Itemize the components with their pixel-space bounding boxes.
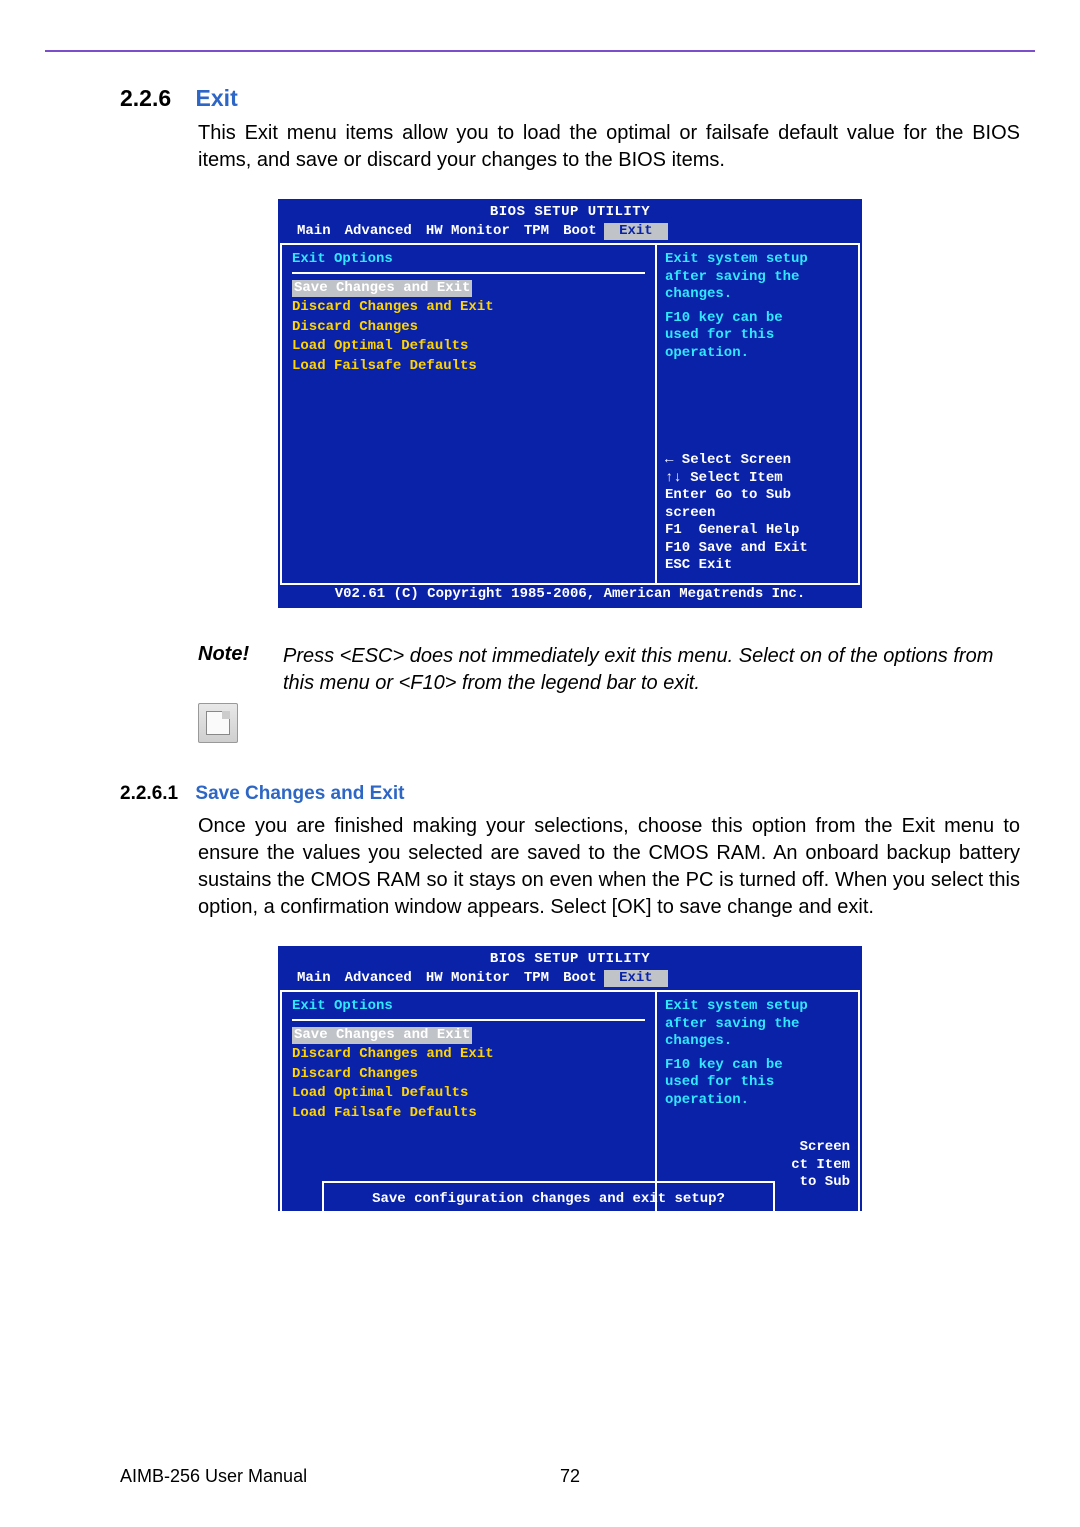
- subsection-name: Save Changes and Exit: [195, 783, 404, 804]
- bios-tab-advanced: Advanced: [338, 223, 419, 241]
- bios2-tabs: Main Advanced HW Monitor TPM Boot Exit: [280, 970, 860, 991]
- nav2-l1: ct Item: [665, 1157, 850, 1175]
- subsection-title: 2.2.6.1 Save Changes and Exit: [120, 783, 1020, 805]
- bios2-left-divider: [292, 1019, 645, 1021]
- bios2-tab-hwmonitor: HW Monitor: [419, 970, 517, 988]
- page: 2.2.6 Exit This Exit menu items allow yo…: [0, 0, 1080, 1527]
- bios2-left-heading: Exit Options: [292, 998, 645, 1016]
- bios-tab-exit: Exit: [604, 223, 668, 241]
- bios-left-pane: Exit Options Save Changes and Exit Disca…: [280, 243, 655, 585]
- bios-tab-exit-label: Exit: [619, 223, 653, 239]
- note-label: Note!: [198, 643, 283, 666]
- bios-nav-help: ← Select Screen ↑↓ Select Item Enter Go …: [665, 452, 850, 575]
- bios2-tab-exit-label: Exit: [619, 970, 653, 986]
- bios2-nav-help: Screen ct Item to Sub: [665, 1139, 850, 1192]
- bios2-help-2: F10 key can be used for this operation.: [665, 1057, 850, 1110]
- footer-page-number: 72: [560, 1466, 580, 1487]
- bios2-right-pane: Exit system setup after saving the chang…: [655, 990, 860, 1211]
- bios-item-load-optimal: Load Optimal Defaults: [292, 338, 645, 356]
- bios-tab-boot: Boot: [556, 223, 604, 241]
- nav-l4: F1 General Help: [665, 522, 850, 540]
- bios-help-2: F10 key can be used for this operation.: [665, 310, 850, 363]
- bios-left-divider: [292, 272, 645, 274]
- bios-body: Exit Options Save Changes and Exit Disca…: [280, 243, 860, 585]
- bios-item-discard-exit: Discard Changes and Exit: [292, 299, 645, 317]
- bios-screenshot-2-clip: BIOS SETUP UTILITY Main Advanced HW Moni…: [120, 921, 1020, 1211]
- nav-l1: ↑↓ Select Item: [665, 470, 850, 488]
- bios2-item-selected: Save Changes and Exit: [292, 1027, 645, 1045]
- subsection-paragraph: Once you are finished making your select…: [198, 813, 1020, 921]
- nav2-l0: Screen: [665, 1139, 850, 1157]
- bios-item-selected: Save Changes and Exit: [292, 280, 645, 298]
- bios-tab-hwmonitor: HW Monitor: [419, 223, 517, 241]
- bios2-left-pane: Exit Options Save Changes and Exit Disca…: [280, 990, 655, 1211]
- nav-l0: ← Select Screen: [665, 452, 850, 470]
- nav-l6: ESC Exit: [665, 557, 850, 575]
- bios2-tab-boot: Boot: [556, 970, 604, 988]
- nav-l3: screen: [665, 505, 850, 523]
- bios-item-save-exit: Save Changes and Exit: [292, 280, 472, 298]
- bios2-item-load-optimal: Load Optimal Defaults: [292, 1085, 645, 1103]
- bios-tabs: Main Advanced HW Monitor TPM Boot Exit: [280, 223, 860, 244]
- note-icon: [198, 703, 238, 743]
- section-title: 2.2.6 Exit: [120, 85, 1020, 112]
- bios-item-discard: Discard Changes: [292, 319, 645, 337]
- nav-l2: Enter Go to Sub: [665, 487, 850, 505]
- bios-footer: V02.61 (C) Copyright 1985-2006, American…: [280, 585, 860, 607]
- section-paragraph: This Exit menu items allow you to load t…: [198, 120, 1020, 174]
- bios-screenshot-1: BIOS SETUP UTILITY Main Advanced HW Moni…: [278, 199, 862, 608]
- bios-tab-tpm: TPM: [517, 223, 556, 241]
- section-number: 2.2.6: [120, 85, 171, 111]
- bios2-tab-advanced: Advanced: [338, 970, 419, 988]
- bios2-item-discard-exit: Discard Changes and Exit: [292, 1046, 645, 1064]
- subsection-number: 2.2.6.1: [120, 783, 178, 804]
- bios2-help-1: Exit system setup after saving the chang…: [665, 998, 850, 1051]
- note-block: Note! Press <ESC> does not immediately e…: [198, 643, 1020, 697]
- section-name: Exit: [196, 85, 238, 111]
- header-rule: [45, 50, 1035, 52]
- note-text: Press <ESC> does not immediately exit th…: [283, 643, 1020, 697]
- nav2-l2: to Sub: [665, 1174, 850, 1192]
- bios2-tab-tpm: TPM: [517, 970, 556, 988]
- bios2-body: Exit Options Save Changes and Exit Disca…: [280, 990, 860, 1211]
- footer-left: AIMB-256 User Manual: [120, 1466, 307, 1487]
- bios-left-heading: Exit Options: [292, 251, 645, 269]
- bios-help-1: Exit system setup after saving the chang…: [665, 251, 850, 304]
- bios2-tab-exit: Exit: [604, 970, 668, 988]
- bios2-item-discard: Discard Changes: [292, 1066, 645, 1084]
- bios2-item-save-exit: Save Changes and Exit: [292, 1027, 472, 1045]
- bios-screenshot-2: BIOS SETUP UTILITY Main Advanced HW Moni…: [278, 946, 862, 1211]
- page-footer: AIMB-256 User Manual 72: [120, 1466, 1020, 1487]
- bios-item-load-failsafe: Load Failsafe Defaults: [292, 358, 645, 376]
- nav-l5: F10 Save and Exit: [665, 540, 850, 558]
- bios2-tab-main: Main: [290, 970, 338, 988]
- bios2-item-load-failsafe: Load Failsafe Defaults: [292, 1105, 645, 1123]
- bios-tab-main: Main: [290, 223, 338, 241]
- bios-right-pane: Exit system setup after saving the chang…: [655, 243, 860, 585]
- bios-title: BIOS SETUP UTILITY: [280, 201, 860, 223]
- bios2-title: BIOS SETUP UTILITY: [280, 948, 860, 970]
